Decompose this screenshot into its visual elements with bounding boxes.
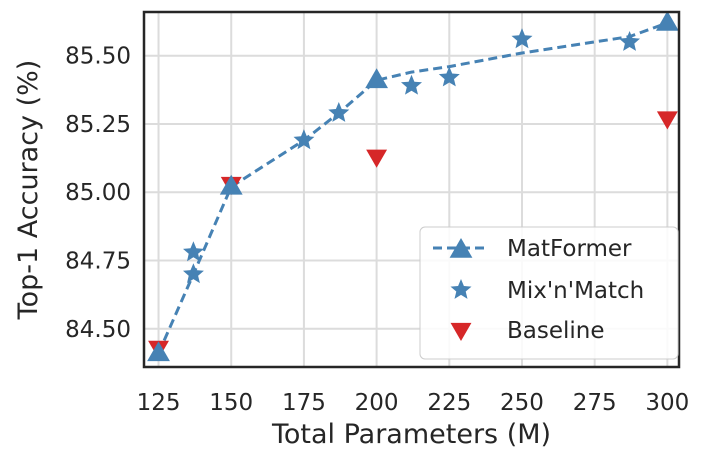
matformer-line	[157, 21, 668, 354]
x-tick-label: 225	[427, 390, 471, 416]
mixnmatch-point	[183, 263, 204, 284]
matformer-legend-triangle	[449, 238, 473, 258]
mixnmatch-point	[401, 74, 422, 95]
legend-baseline-label: Baseline	[507, 318, 605, 344]
x-tick-label: 150	[209, 390, 253, 416]
matformer-point	[365, 68, 389, 89]
legend-mixnmatch-label: Mix'n'Match	[507, 278, 644, 304]
mixnmatch-point	[619, 31, 640, 51]
x-axis-label: Total Parameters (M)	[271, 419, 551, 450]
legend: MatFormer Mix'n'Match Baseline	[419, 226, 679, 360]
mixnmatch-point	[183, 241, 204, 262]
x-tick-label: 250	[500, 390, 544, 416]
plot-frame	[142, 10, 681, 369]
legend-baseline-marker	[450, 322, 472, 341]
matformer-point	[219, 174, 243, 195]
x-tick-label: 200	[355, 390, 399, 416]
y-tick-label: 85.25	[65, 112, 131, 138]
y-tick-label: 85.00	[65, 180, 131, 206]
matformer-series-line	[157, 21, 668, 354]
legend-matformer-marker	[449, 238, 473, 258]
y-tick-label: 84.75	[65, 249, 131, 275]
mixnmatch-point	[511, 28, 533, 49]
data-markers	[147, 10, 679, 362]
y-tick-label: 85.50	[65, 44, 131, 70]
mixnmatch-point	[328, 102, 350, 122]
x-axis-ticks: 125 150 175 200 225 250 275 300	[137, 390, 690, 416]
baseline-point	[366, 149, 388, 168]
matformer-point	[655, 10, 679, 31]
x-tick-label: 175	[282, 390, 326, 416]
x-tick-label: 300	[645, 390, 689, 416]
x-tick-label: 275	[573, 390, 617, 416]
legend-mixnmatch-marker	[450, 279, 472, 299]
y-axis-ticks: 84.50 84.75 85.00 85.25 85.50	[65, 44, 131, 343]
legend-matformer-label: MatFormer	[507, 236, 632, 262]
mixnmatch-point	[293, 129, 315, 150]
baseline-point	[656, 111, 678, 130]
legend-box	[419, 226, 679, 360]
matformer-point	[147, 341, 170, 362]
y-axis-label: Top-1 Accuracy (%)	[13, 60, 44, 321]
mixnmatch-legend-star	[450, 279, 472, 299]
mixnmatch-point	[438, 66, 460, 87]
y-tick-label: 84.50	[65, 317, 131, 343]
baseline-legend-triangle	[450, 322, 472, 341]
x-tick-label: 125	[137, 390, 181, 416]
